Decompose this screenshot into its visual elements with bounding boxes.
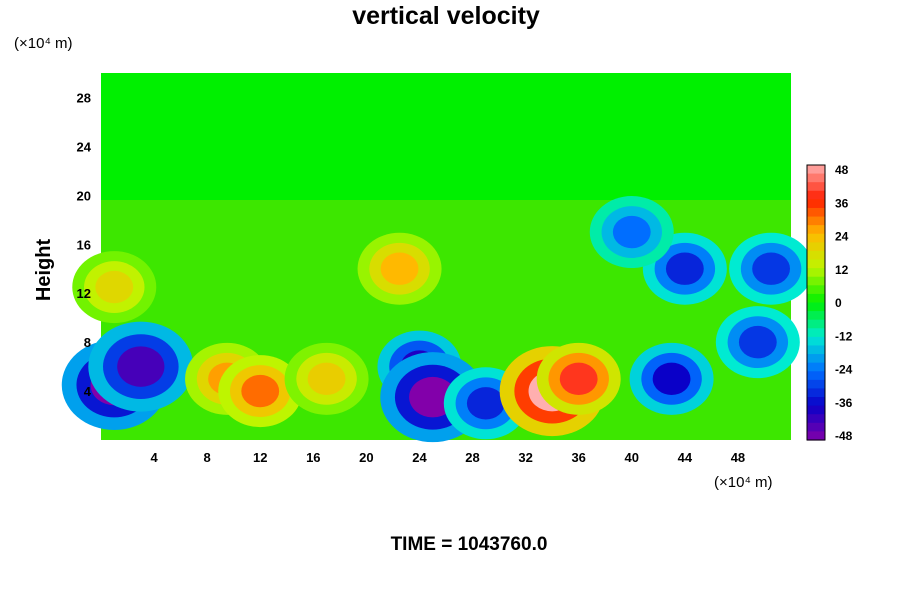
heatmap-blob [652,362,691,396]
y-axis-ticks: 4 8 12 16 20 24 28 [77,90,92,399]
colorbar-swatch [807,302,825,312]
colorbar-tick-label: -24 [835,363,853,377]
y-axis-label: Height [33,239,55,302]
colorbar-swatch [807,371,825,381]
colorbar-tick-label: 36 [835,196,849,210]
colorbar-swatch [807,233,825,243]
colorbar-swatch [807,207,825,218]
x-tick-label: 20 [359,450,373,465]
x-tick-label: 28 [465,450,479,465]
heatmap-blob [380,252,419,285]
x-tick-label: 48 [731,450,745,465]
colorbar-swatch [807,216,825,226]
x-tick-label: 36 [571,450,585,465]
x-unit-label: (×10⁴ m) [714,474,773,491]
x-tick-label: 4 [150,450,158,465]
x-tick-label: 24 [412,450,427,465]
x-tick-label: 8 [204,450,211,465]
colorbar-swatch [807,379,825,390]
colorbar-tick-label: 24 [835,230,849,244]
colorbar-tick-label: -48 [835,429,853,443]
y-tick-label: 12 [77,286,91,301]
x-tick-label: 40 [625,450,639,465]
colorbar-tick-label: -36 [835,396,853,410]
heatmap-features [61,196,814,443]
colorbar-swatch [807,293,825,304]
heatmap-blob [665,252,704,285]
colorbar-swatch [807,165,825,175]
colorbar-swatch [807,259,825,269]
heatmap-blob [241,374,280,408]
y-tick-label: 16 [77,237,91,252]
colorbar-swatch [807,319,825,329]
colorbar-swatch [807,397,825,407]
colorbar-tick-label: 48 [835,163,849,177]
colorbar-swatch [807,345,825,355]
colorbar-swatch [807,285,825,295]
y-tick-label: 28 [77,90,91,105]
colorbar-swatch [807,242,825,252]
heatmap-blob [738,325,777,359]
colorbar-swatch [807,354,825,364]
colorbar-swatch [807,250,825,261]
colorbar-swatch [807,225,825,235]
x-axis-ticks: 4 8 12 16 20 24 28 32 36 40 44 48 [150,450,745,465]
x-tick-label: 16 [306,450,320,465]
heatmap-blob [466,387,505,420]
y-tick-label: 24 [77,139,92,154]
colorbar-swatch [807,199,825,209]
heatmap-blob [752,252,790,285]
x-tick-label: 12 [253,450,267,465]
colorbar-swatch [807,362,825,372]
colorbar-tick-label: 0 [835,296,842,310]
heatmap-blob [95,270,134,304]
colorbar-swatch [807,328,825,338]
colorbar-frame [806,164,826,441]
colorbar: 48 36 24 12 0 -12 -24 -36 -48 [806,163,853,443]
x-tick-label: 44 [678,450,693,465]
colorbar-swatch [807,388,825,398]
heatmap-blob [559,362,598,396]
colorbar-swatch [807,431,825,441]
y-tick-label: 4 [84,384,92,399]
colorbar-swatch [807,414,825,424]
heatmap-blob [117,346,165,387]
colorbar-swatches [807,165,825,441]
colorbar-swatch [807,173,825,183]
colorbar-tick-label: -12 [835,329,853,343]
heatmap-plot-area [61,73,814,443]
heatmap-blob [307,362,346,396]
colorbar-swatch [807,268,825,278]
colorbar-swatch [807,182,825,192]
y-tick-label: 20 [77,188,91,203]
colorbar-swatch [807,422,825,433]
y-tick-label: 8 [84,335,91,350]
x-tick-label: 32 [518,450,532,465]
heatmap-blob [612,215,651,249]
colorbar-swatch [807,276,825,286]
colorbar-swatch [807,190,825,200]
colorbar-swatch [807,336,825,347]
colorbar-ticks: 48 36 24 12 0 -12 -24 -36 -48 [835,163,853,443]
colorbar-tick-label: 12 [835,263,849,277]
y-unit-label: (×10⁴ m) [14,35,73,52]
colorbar-swatch [807,311,825,321]
chart-title: vertical velocity [352,2,540,30]
time-label: TIME = 1043760.0 [391,534,548,555]
colorbar-swatch [807,405,825,415]
